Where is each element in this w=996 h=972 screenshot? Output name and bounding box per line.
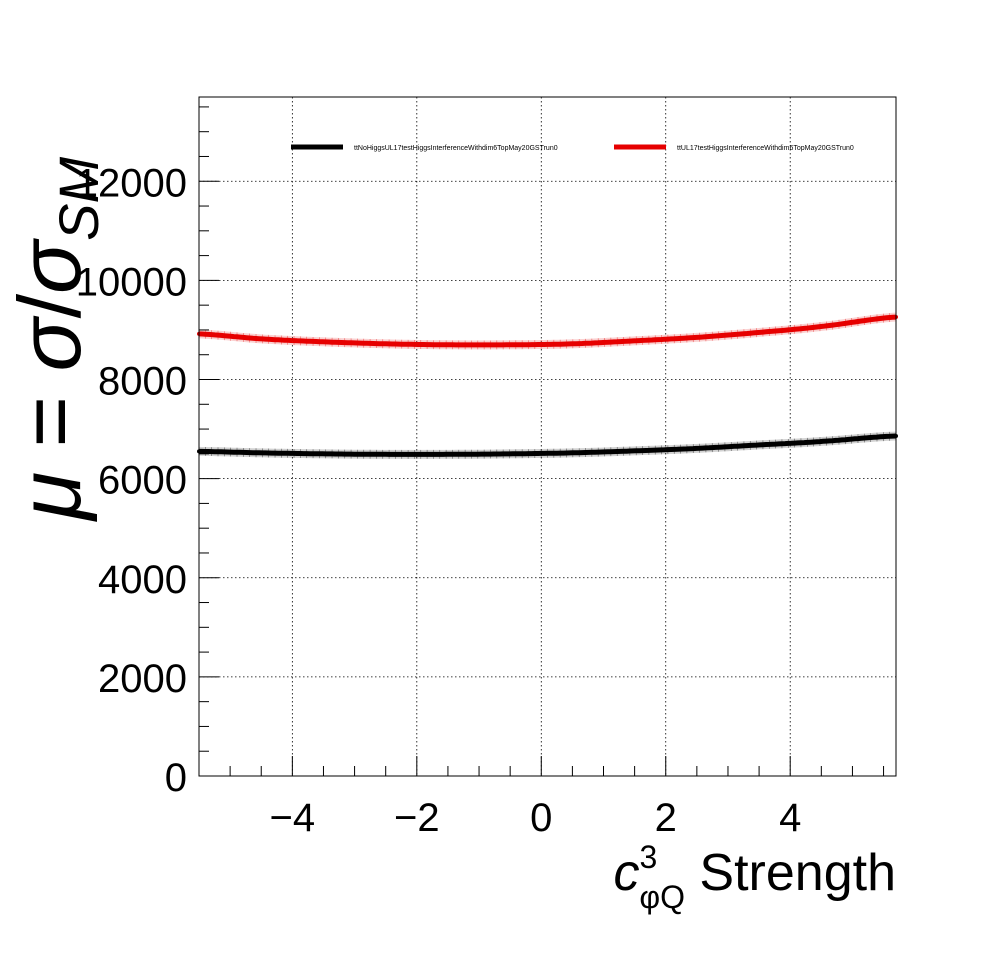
series-point-0-6 — [570, 450, 575, 455]
x-axis-title: c3 φQ Strength — [614, 839, 896, 915]
series-point-0-7 — [632, 448, 637, 453]
grid — [199, 97, 896, 776]
y-tick-label-5: 10000 — [76, 260, 187, 304]
x-axis-title-suffix: Strength — [685, 844, 896, 902]
x-axis-title-symbol: c — [614, 844, 640, 902]
y-axis-title-sigma: σ — [0, 315, 99, 371]
series-point-0-10 — [819, 439, 824, 444]
series-point-0-5 — [508, 451, 513, 456]
y-axis-title: μ = σ/σSM — [0, 157, 110, 522]
series-point-0-2 — [321, 451, 326, 456]
y-axis-title-sigma-sm: σ — [0, 238, 99, 294]
y-axis-title-sm: SM — [47, 157, 110, 241]
x-tick-label-4: 4 — [779, 796, 801, 840]
series-point-1-9 — [757, 330, 762, 335]
y-tick-label-3: 6000 — [98, 459, 187, 503]
series-line-1 — [198, 314, 897, 348]
y-tick-label-1: 2000 — [98, 657, 187, 701]
x-tick-label-3: 2 — [655, 796, 677, 840]
series-lines — [197, 314, 898, 457]
x-tick-label-1: −2 — [394, 796, 440, 840]
y-tick-label-2: 4000 — [98, 558, 187, 602]
series-point-0-8 — [694, 446, 699, 451]
series-point-0-1 — [259, 450, 264, 455]
series-band-1 — [199, 312, 896, 350]
tick-labels: −4 −2 0 2 4 0 2000 4000 6000 8000 10000 12000 — [76, 161, 802, 840]
axis-ticks — [198, 106, 885, 777]
series-point-0-4 — [445, 452, 450, 457]
x-tick-label-0: −4 — [270, 796, 316, 840]
series-point-1-2 — [321, 339, 326, 344]
series-point-1-1 — [259, 336, 264, 341]
plot-area — [199, 97, 896, 776]
series-point-1-10 — [819, 324, 824, 329]
y-axis-title-mu: μ — [0, 472, 99, 522]
y-axis-title-slash: / — [0, 293, 99, 318]
series-line-0 — [199, 433, 897, 457]
series-point-1-6 — [570, 341, 575, 346]
legend: ttNoHiggsUL17testHiggsInterferenceWithdi… — [291, 144, 854, 152]
y-tick-label-4: 8000 — [98, 360, 187, 404]
y-tick-label-0: 0 — [165, 756, 187, 800]
series-point-1-3 — [383, 341, 388, 346]
x-axis-title-superscript: 3 — [640, 839, 658, 875]
x-tick-label-2: 0 — [530, 796, 552, 840]
legend-label-0: ttNoHiggsUL17testHiggsInterferenceWithdi… — [354, 145, 558, 152]
plot-frame — [198, 96, 897, 777]
series-point-1-8 — [694, 335, 699, 340]
legend-label-1: ttUL17testHiggsInterferenceWithdim6TopMa… — [677, 145, 854, 152]
series-point-1-5 — [508, 342, 513, 347]
series-point-0-3 — [383, 452, 388, 457]
series-point-1-4 — [445, 342, 450, 347]
y-axis-title-equals: = — [0, 371, 99, 471]
series-point-1-7 — [632, 338, 637, 343]
x-axis-title-subscript: φQ — [639, 879, 685, 915]
y-tick-label-6: 12000 — [76, 161, 187, 205]
series-point-0-9 — [757, 442, 762, 447]
